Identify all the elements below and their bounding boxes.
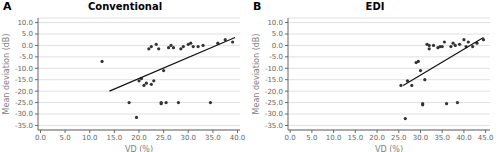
svg-text:-15.0: -15.0 [265,76,283,84]
svg-text:10.0: 10.0 [326,134,342,142]
svg-text:-35.0: -35.0 [265,122,283,130]
svg-text:0.0: 0.0 [285,134,296,142]
svg-text:VD (%): VD (%) [125,145,153,152]
svg-text:20.0: 20.0 [369,134,385,142]
svg-text:Mean deviation (dB): Mean deviation (dB) [8,34,11,115]
svg-text:-20.0: -20.0 [15,88,33,96]
svg-text:15.0: 15.0 [107,134,123,142]
svg-text:20.0: 20.0 [131,134,147,142]
svg-text:-15.0: -15.0 [15,76,33,84]
svg-text:5.0: 5.0 [22,30,33,38]
svg-text:10.0: 10.0 [267,19,283,27]
svg-text:30.0: 30.0 [180,134,196,142]
svg-text:40.0: 40.0 [230,134,246,142]
svg-text:-25.0: -25.0 [15,99,33,107]
svg-text:0.0: 0.0 [35,134,46,142]
svg-text:40.0: 40.0 [456,134,472,142]
svg-text:-30.0: -30.0 [15,110,33,118]
svg-text:45.0: 45.0 [478,134,492,142]
svg-text:-20.0: -20.0 [265,88,283,96]
svg-text:25.0: 25.0 [391,134,407,142]
html-text:EDI: EDI [365,1,385,12]
svg-text:-10.0: -10.0 [265,65,283,73]
html-text:B: B [253,0,262,13]
svg-text:Mean deviation (dB): Mean deviation (dB) [252,34,261,115]
svg-text:-5.0: -5.0 [19,53,33,61]
svg-text:35.0: 35.0 [434,134,450,142]
svg-text:-10.0: -10.0 [15,65,33,73]
html-text:Conventional: Conventional [87,1,163,12]
svg-text:30.0: 30.0 [413,134,429,142]
html-text:A: A [3,0,12,13]
svg-text:-35.0: -35.0 [15,122,33,130]
svg-text:10.0: 10.0 [82,134,98,142]
svg-text:0.0: 0.0 [22,42,33,50]
svg-text:10.0: 10.0 [17,19,33,27]
svg-text:25.0: 25.0 [156,134,172,142]
svg-text:5.0: 5.0 [306,134,317,142]
svg-text:-30.0: -30.0 [265,110,283,118]
svg-text:5.0: 5.0 [272,30,283,38]
svg-text:5.0: 5.0 [60,134,71,142]
svg-text:-25.0: -25.0 [265,99,283,107]
svg-text:0.0: 0.0 [272,42,283,50]
svg-text:-5.0: -5.0 [269,53,283,61]
svg-text:15.0: 15.0 [348,134,364,142]
svg-text:35.0: 35.0 [205,134,221,142]
svg-text:VD (%): VD (%) [375,145,403,152]
